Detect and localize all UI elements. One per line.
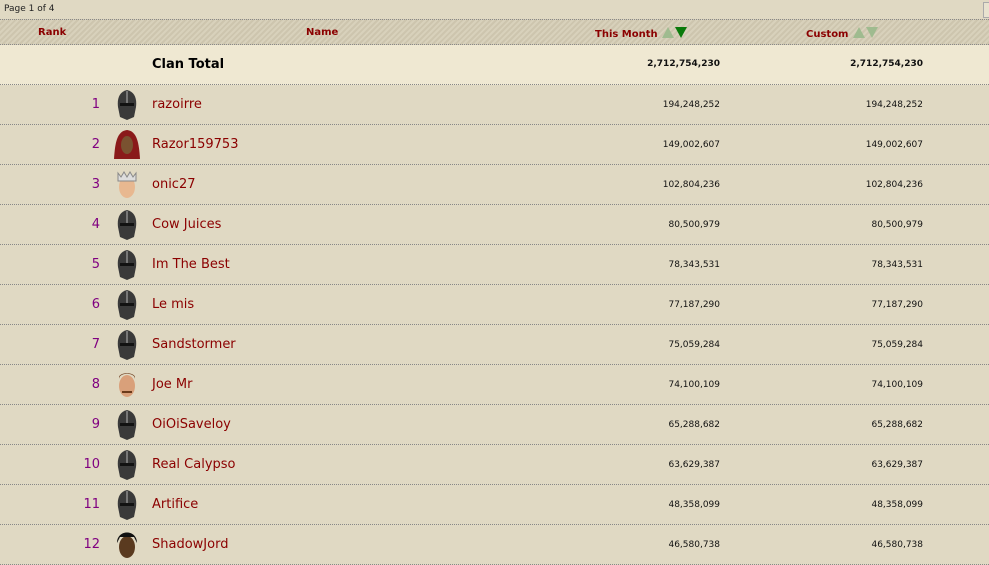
rank: 3 xyxy=(91,177,100,192)
avatar-helmet-icon xyxy=(112,289,142,321)
clan-total-label: Clan Total xyxy=(152,57,225,72)
avatar-helmet-icon xyxy=(112,409,142,441)
avatar-helmet-icon xyxy=(112,449,142,481)
avatar-helmet-icon xyxy=(112,329,142,361)
rank: 11 xyxy=(83,497,100,512)
player-name-link[interactable]: Razor159753 xyxy=(152,137,239,152)
avatar-red-hood-icon xyxy=(112,129,142,161)
custom-header[interactable]: Custom xyxy=(806,29,849,40)
player-name-link[interactable]: Joe Mr xyxy=(152,377,193,392)
player-name-link[interactable]: Im The Best xyxy=(152,257,230,272)
custom-value: 77,187,290 xyxy=(871,300,923,310)
clan-total-row: Clan Total 2,712,754,230 2,712,754,230 xyxy=(0,45,989,85)
this-month-value: 80,500,979 xyxy=(668,220,720,230)
table-row: 1 razoirre 194,248,252 194,248,252 xyxy=(0,85,989,125)
avatar-dark-hair-icon xyxy=(112,529,142,561)
player-name-link[interactable]: Cow Juices xyxy=(152,217,222,232)
player-name-link[interactable]: razoirre xyxy=(152,97,202,112)
total-custom: 2,712,754,230 xyxy=(850,59,923,69)
custom-value: 102,804,236 xyxy=(865,180,923,190)
sort-ascending-icon[interactable] xyxy=(852,27,865,38)
avatar-helmet-icon xyxy=(112,249,142,281)
avatar-helmet-icon xyxy=(112,89,142,121)
this-month-value: 63,629,387 xyxy=(668,460,720,470)
custom-value: 194,248,252 xyxy=(865,100,923,110)
rank: 8 xyxy=(91,377,100,392)
rank: 7 xyxy=(91,337,100,352)
table-row: 9 OiOiSaveloy 65,288,682 65,288,682 xyxy=(0,405,989,445)
custom-value: 149,002,607 xyxy=(865,140,923,150)
table-row: 6 Le mis 77,187,290 77,187,290 xyxy=(0,285,989,325)
total-this-month: 2,712,754,230 xyxy=(647,59,720,69)
custom-value: 46,580,738 xyxy=(871,540,923,550)
custom-value: 75,059,284 xyxy=(871,340,923,350)
rank: 4 xyxy=(91,217,100,232)
player-name-link[interactable]: Real Calypso xyxy=(152,457,236,472)
rank: 10 xyxy=(83,457,100,472)
avatar-helmet-icon xyxy=(112,489,142,521)
custom-value: 80,500,979 xyxy=(871,220,923,230)
custom-value: 63,629,387 xyxy=(871,460,923,470)
sort-descending-icon[interactable] xyxy=(865,27,878,38)
this-month-value: 102,804,236 xyxy=(662,180,720,190)
scroll-corner[interactable] xyxy=(983,2,989,18)
sort-descending-icon[interactable] xyxy=(675,27,688,38)
rank-header[interactable]: Rank xyxy=(38,27,67,38)
table-header: Rank Name This Month Custom xyxy=(0,19,989,45)
player-name-link[interactable]: ShadowJord xyxy=(152,537,229,552)
this-month-value: 74,100,109 xyxy=(668,380,720,390)
table-row: 12 ShadowJord 46,580,738 46,580,738 xyxy=(0,525,989,565)
name-header[interactable]: Name xyxy=(306,27,339,38)
avatar-crown-icon xyxy=(112,169,142,201)
custom-value: 48,358,099 xyxy=(871,500,923,510)
this-month-header[interactable]: This Month xyxy=(595,29,658,40)
table-row: 8 Joe Mr 74,100,109 74,100,109 xyxy=(0,365,989,405)
rank: 1 xyxy=(91,97,100,112)
player-name-link[interactable]: Artifice xyxy=(152,497,199,512)
rank: 2 xyxy=(91,137,100,152)
table-row: 3 onic27 102,804,236 102,804,236 xyxy=(0,165,989,205)
sort-ascending-icon[interactable] xyxy=(662,27,675,38)
this-month-value: 75,059,284 xyxy=(668,340,720,350)
table-row: 2 Razor159753 149,002,607 149,002,607 xyxy=(0,125,989,165)
table-row: 5 Im The Best 78,343,531 78,343,531 xyxy=(0,245,989,285)
this-month-value: 78,343,531 xyxy=(668,260,720,270)
rank: 6 xyxy=(91,297,100,312)
table-row: 11 Artifice 48,358,099 48,358,099 xyxy=(0,485,989,525)
custom-value: 74,100,109 xyxy=(871,380,923,390)
this-month-value: 77,187,290 xyxy=(668,300,720,310)
table-row: 4 Cow Juices 80,500,979 80,500,979 xyxy=(0,205,989,245)
page-indicator: Page 1 of 4 xyxy=(4,4,55,14)
player-name-link[interactable]: OiOiSaveloy xyxy=(152,417,231,432)
table-row: 10 Real Calypso 63,629,387 63,629,387 xyxy=(0,445,989,485)
table-row: 7 Sandstormer 75,059,284 75,059,284 xyxy=(0,325,989,365)
player-name-link[interactable]: Le mis xyxy=(152,297,195,312)
custom-value: 78,343,531 xyxy=(871,260,923,270)
this-month-value: 46,580,738 xyxy=(668,540,720,550)
player-name-link[interactable]: onic27 xyxy=(152,177,196,192)
this-month-value: 194,248,252 xyxy=(662,100,720,110)
this-month-value: 65,288,682 xyxy=(668,420,720,430)
player-name-link[interactable]: Sandstormer xyxy=(152,337,236,352)
avatar-man-icon xyxy=(112,369,142,401)
rank: 9 xyxy=(91,417,100,432)
this-month-value: 48,358,099 xyxy=(668,500,720,510)
this-month-value: 149,002,607 xyxy=(662,140,720,150)
rank: 12 xyxy=(83,537,100,552)
custom-value: 65,288,682 xyxy=(871,420,923,430)
rank: 5 xyxy=(91,257,100,272)
avatar-helmet-icon xyxy=(112,209,142,241)
